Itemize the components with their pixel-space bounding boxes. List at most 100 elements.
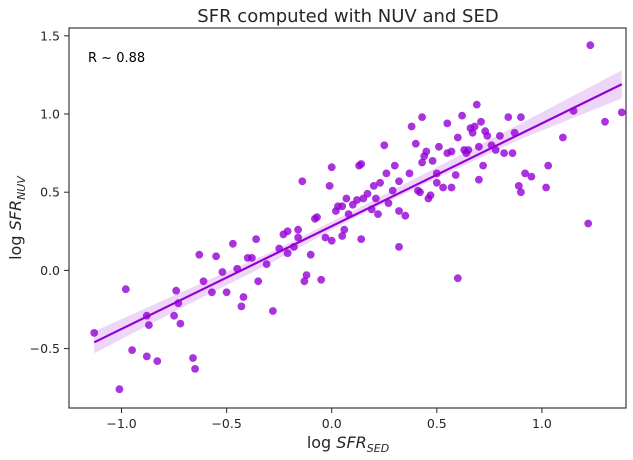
data-point: [475, 142, 483, 151]
x-tick-label: −1.0: [106, 416, 136, 431]
y-axis-title: log SFRNUV: [6, 175, 28, 260]
data-point: [527, 172, 536, 181]
x-axis-ticks: −1.0 −0.5 0.0 0.5 1.0: [106, 408, 552, 431]
data-point: [300, 277, 309, 286]
data-point: [559, 133, 567, 142]
data-point: [447, 183, 456, 192]
y-axis-title-main: SFR: [6, 200, 25, 230]
data-point: [338, 232, 347, 240]
x-axis-title: log SFRSED: [307, 433, 389, 455]
data-point: [262, 260, 271, 268]
data-point: [317, 275, 326, 284]
data-point: [239, 293, 248, 301]
data-point: [302, 271, 311, 279]
y-axis-ticks: −0.5 0.0 0.5 1.0 1.5: [30, 28, 69, 356]
data-point: [363, 189, 372, 198]
data-point: [294, 225, 302, 234]
regression-line: [93, 83, 623, 344]
data-point: [254, 277, 263, 286]
data-point: [514, 182, 523, 190]
correlation-annotation: R ~ 0.88: [88, 51, 145, 66]
data-point: [313, 213, 321, 222]
data-point: [376, 178, 384, 187]
data-point: [395, 243, 403, 251]
data-point: [372, 194, 380, 203]
x-tick-label: −0.5: [211, 416, 241, 431]
data-point: [390, 161, 399, 170]
y-tick-label: 0.5: [40, 185, 60, 200]
data-point: [145, 321, 153, 329]
data-point: [422, 147, 431, 156]
x-axis-title-prefix: log: [307, 433, 336, 452]
data-point: [283, 249, 292, 258]
data-point: [411, 139, 420, 148]
data-point: [321, 233, 330, 242]
data-point: [294, 233, 302, 242]
data-point: [380, 141, 389, 150]
data-point: [195, 250, 204, 259]
data-point: [325, 182, 334, 190]
data-point: [176, 319, 185, 328]
data-point: [504, 113, 513, 121]
data-point: [248, 254, 256, 262]
data-point: [544, 161, 553, 170]
y-tick-label: 0.0: [40, 263, 60, 278]
data-point: [384, 199, 393, 208]
x-tick-label: 0.5: [427, 416, 447, 431]
data-point: [90, 329, 99, 337]
data-point: [357, 160, 366, 168]
data-point: [439, 183, 447, 192]
y-axis-title-subscript: NUV: [15, 175, 28, 200]
data-point: [470, 122, 479, 131]
data-point: [477, 117, 485, 126]
data-point: [435, 142, 443, 151]
data-point: [458, 111, 466, 120]
data-point: [405, 169, 414, 178]
data-point: [199, 277, 208, 286]
data-point: [357, 235, 366, 244]
data-point: [416, 188, 424, 197]
data-point: [468, 128, 477, 137]
data-point: [453, 133, 462, 142]
data-point: [407, 122, 416, 131]
data-point: [153, 357, 162, 365]
data-point: [395, 207, 403, 215]
y-axis-title-prefix: log: [6, 230, 25, 259]
y-tick-label: −0.5: [30, 341, 60, 356]
chart-title: SFR computed with NUV and SED: [197, 6, 498, 27]
x-tick-label: 1.0: [532, 416, 552, 431]
data-point: [374, 210, 382, 219]
data-point: [395, 177, 403, 186]
data-point: [483, 132, 492, 140]
confidence-band-layer: [94, 70, 622, 354]
data-point: [584, 219, 593, 228]
confidence-band: [94, 70, 622, 354]
regression-line-layer: [93, 83, 623, 344]
data-point: [191, 365, 200, 373]
data-point: [521, 169, 529, 178]
data-point: [298, 177, 307, 186]
data-point: [382, 169, 391, 178]
data-point: [218, 268, 227, 276]
data-point: [283, 227, 292, 236]
data-point: [340, 225, 349, 234]
data-point: [327, 163, 336, 172]
x-tick-label: 0.0: [322, 416, 342, 431]
data-point: [128, 346, 137, 354]
data-point: [327, 236, 336, 245]
data-point: [586, 41, 595, 50]
data-point: [338, 202, 347, 211]
data-point: [252, 235, 260, 244]
plot-frame: [68, 27, 627, 409]
data-point: [443, 119, 452, 128]
data-point: [451, 171, 460, 179]
data-point: [401, 211, 410, 220]
data-point: [475, 175, 483, 184]
data-point: [508, 149, 517, 158]
data-point: [517, 113, 525, 121]
data-point: [237, 302, 246, 311]
data-point: [369, 182, 378, 190]
data-point: [617, 108, 626, 117]
